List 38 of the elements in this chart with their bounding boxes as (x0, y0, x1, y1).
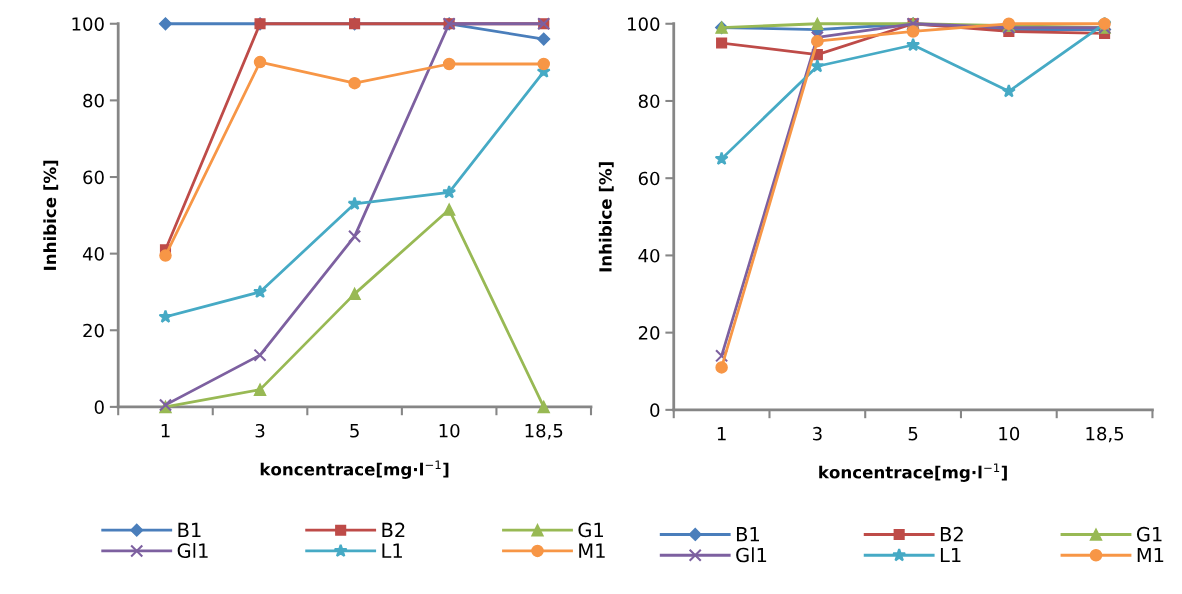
x-axis-title: koncentrace[mg·l$^{−1}$] (260, 460, 449, 479)
legend-label: L1 (940, 547, 961, 563)
y-tick-label: 100 (628, 17, 660, 31)
legend-label: M1 (579, 543, 605, 558)
y-axis-title: Inhibice [%] (598, 162, 614, 272)
x-tick-label: 3 (812, 426, 822, 441)
y-tick-label: 0 (650, 403, 660, 417)
x-tick-label: 18,5 (525, 423, 563, 440)
x-axis-title: koncentrace[mg·l$^{−1}$] (819, 463, 1007, 482)
y-tick-label: 40 (82, 247, 104, 261)
x-tick-label: 1 (161, 424, 170, 438)
y-tick-label: 100 (72, 17, 104, 31)
y-tick-label: 0 (94, 400, 104, 415)
legend-label: Gl1 (736, 547, 767, 563)
legend-label: M1 (1137, 547, 1164, 563)
legend-label: B1 (736, 527, 759, 542)
x-tick-label: 18,5 (1086, 426, 1124, 443)
legend-label: Gl1 (177, 542, 208, 559)
y-tick-label: 80 (83, 93, 104, 108)
y-tick-label: 60 (83, 170, 104, 185)
legend-label: G1 (1136, 526, 1162, 542)
y-tick-label: 40 (638, 248, 660, 263)
y-tick-label: 20 (83, 323, 104, 338)
x-tick-label: 10 (439, 423, 460, 438)
legend-label: L1 (382, 543, 402, 558)
y-tick-label: 60 (638, 171, 660, 186)
x-tick-label: 5 (350, 424, 359, 438)
y-tick-label: 80 (638, 94, 660, 109)
y-tick-label: 20 (638, 326, 660, 340)
x-tick-label: 10 (999, 426, 1020, 441)
y-axis-title: Inhibice [%] (43, 160, 59, 270)
x-tick-label: 3 (255, 423, 265, 438)
x-tick-label: 1 (717, 427, 726, 441)
legend-label: B1 (178, 522, 201, 537)
legend-label: G1 (578, 522, 603, 538)
legend-label: B2 (382, 522, 405, 537)
legend-label: B2 (940, 526, 963, 542)
x-tick-label: 5 (908, 427, 918, 441)
